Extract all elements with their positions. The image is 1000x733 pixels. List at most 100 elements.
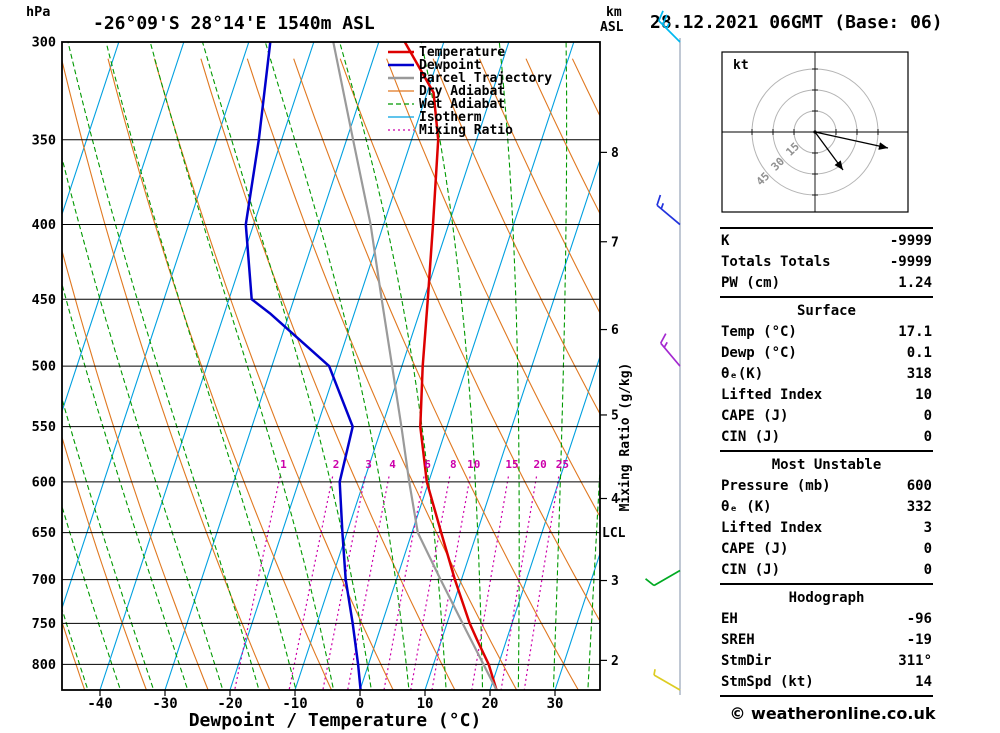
pressure-tick-label: 400	[32, 217, 56, 233]
table-row-value: -96	[906, 611, 932, 627]
table-row-label: PW (cm)	[721, 275, 781, 291]
mixing-ratio-axis-title: Mixing Ratio (g/kg)	[618, 363, 633, 512]
table-row-label: CAPE (J)	[721, 541, 789, 557]
table-row-label: K	[721, 233, 730, 249]
mixing-ratio-label: 25	[556, 458, 569, 471]
table-row-label: Pressure (mb)	[721, 478, 831, 494]
pressure-tick-label: 500	[32, 359, 56, 375]
temperature-tick-label: -40	[87, 696, 112, 712]
temperature-tick-label: -30	[152, 696, 177, 712]
table-row: CAPE (J) 0	[720, 406, 933, 427]
table-row-value: 14	[915, 674, 932, 690]
table-row: StmSpd (kt) 14	[720, 672, 933, 693]
mixing-ratio-lines	[234, 476, 560, 690]
mixing-ratio-label: 1	[280, 458, 287, 471]
table-row-value: -9999	[889, 254, 932, 270]
mixing-ratio-label: 6	[424, 458, 431, 471]
legend-item-label: Wet Adiabat	[419, 97, 505, 112]
table-row-label: CIN (J)	[721, 562, 781, 578]
pressure-tick-label: 300	[32, 35, 56, 51]
table-row: K -9999	[720, 231, 933, 252]
axis-labels: hPa -26°09'S 28°14'E 1540m ASL 28.12.202…	[26, 4, 943, 731]
table-row-label: CAPE (J)	[721, 408, 789, 424]
hodograph-ring-label: 30	[769, 155, 788, 174]
table-row-label: StmDir	[721, 653, 772, 669]
legend-item-label: Parcel Trajectory	[419, 71, 552, 86]
table-row: Lifted Index 10	[720, 385, 933, 406]
table-row-value: 10	[915, 387, 932, 403]
table-row-label: Totals Totals	[721, 254, 831, 270]
table-row-value: 0	[923, 429, 932, 445]
table-section: Hodograph EH -96 SREH -19 StmDir 311° StmSpd (k…	[720, 583, 933, 695]
indices-table: K -9999 Totals Totals -9999 PW (cm) 1.24 Surfa…	[720, 227, 933, 697]
temperature-tick-label: 10	[417, 696, 434, 712]
table-row: StmDir 311°	[720, 651, 933, 672]
wind-barb-column	[645, 10, 681, 695]
temperature-tick-label: -20	[217, 696, 242, 712]
table-row-value: -9999	[889, 233, 932, 249]
table-row: Lifted Index 3	[720, 518, 933, 539]
table-section-title: Hodograph	[788, 590, 865, 606]
km-tick-label: 2	[611, 654, 619, 669]
table-row-value: 332	[906, 499, 932, 515]
mixing-ratio-label: 20	[534, 458, 547, 471]
copyright: © weatheronline.co.uk	[729, 704, 936, 723]
temperature-tick-label: 30	[547, 696, 564, 712]
lcl-label: LCL	[602, 526, 626, 541]
pressure-tick-label: 650	[32, 525, 56, 541]
km-tick-label: 6	[611, 323, 619, 338]
table-row: EH -96	[720, 609, 933, 630]
table-row-label: Lifted Index	[721, 387, 823, 403]
mixing-ratio-label: 15	[505, 458, 518, 471]
sounding-curves	[244, 42, 498, 690]
mixing-ratio-label: 2	[333, 458, 340, 471]
table-section-title: Surface	[796, 303, 856, 319]
curve-dewpoint	[244, 42, 362, 690]
axis-ticks: 1 2 3 4 6 8 10 15 20 2530035040045050055060065070…	[32, 35, 619, 713]
mixing-ratio-label: 10	[467, 458, 480, 471]
table-row-value: 318	[906, 366, 932, 382]
asl-axis-label: ASL	[600, 20, 624, 35]
table-row-value: 1.24	[898, 275, 932, 291]
km-tick-label: 7	[611, 235, 619, 250]
legend-item-label: Dry Adiabat	[419, 84, 505, 99]
table-row: Pressure (mb) 600	[720, 476, 933, 497]
mixing-ratio-label: 3	[365, 458, 372, 471]
table-row: Dewp (°C) 0.1	[720, 343, 933, 364]
table-row-label: Dewp (°C)	[721, 345, 797, 361]
table-row: Temp (°C) 17.1	[720, 322, 933, 343]
x-axis-title: Dewpoint / Temperature (°C)	[189, 710, 482, 731]
hodograph-ring-label: 45	[754, 170, 773, 189]
table-section-title: Most Unstable	[771, 457, 882, 473]
temperature-tick-label: -10	[282, 696, 307, 712]
pressure-unit-label: hPa	[26, 4, 50, 20]
wind-barb	[659, 333, 681, 367]
temperature-tick-label: 20	[482, 696, 499, 712]
plot-border	[61, 41, 601, 691]
table-row-value: 311°	[898, 653, 932, 669]
km-axis-label: km	[606, 5, 622, 20]
table-row-value: 0	[923, 541, 932, 557]
table-row-label: θₑ (K)	[721, 499, 772, 515]
table-row-value: 0	[923, 562, 932, 578]
pressure-tick-label: 800	[32, 657, 56, 673]
curve-temperature	[403, 42, 498, 690]
km-tick-label: 3	[611, 574, 619, 589]
wind-barb	[645, 569, 681, 587]
station-title: -26°09'S 28°14'E 1540m ASL	[93, 13, 375, 34]
table-section: Surface Temp (°C) 17.1 Dewp (°C) 0.1 θₑ(K) 318…	[720, 296, 933, 450]
table-row-label: EH	[721, 611, 738, 627]
table-row-label: StmSpd (kt)	[721, 674, 814, 690]
km-tick-label: 4	[611, 492, 619, 507]
table-row-label: CIN (J)	[721, 429, 781, 445]
table-row: PW (cm) 1.24	[720, 273, 933, 294]
pressure-tick-label: 700	[32, 572, 56, 588]
wind-barb	[653, 669, 681, 691]
table-row-value: -19	[906, 632, 932, 648]
hodograph-ring-label: 15	[783, 140, 802, 159]
wind-barb	[656, 194, 681, 226]
table-row-value: 17.1	[898, 324, 932, 340]
pressure-tick-label: 550	[32, 419, 56, 435]
